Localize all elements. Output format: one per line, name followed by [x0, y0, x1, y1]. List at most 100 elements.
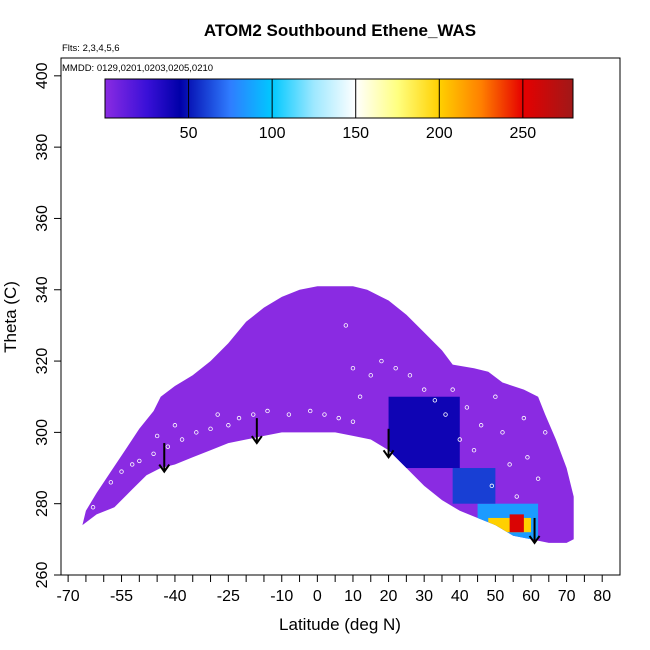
sample-point	[496, 366, 502, 371]
profile-arrow	[382, 428, 395, 460]
y-tick-label: 400	[34, 62, 51, 89]
concentration-patch	[388, 396, 460, 469]
profile-arrow	[158, 443, 171, 474]
sample-point	[251, 412, 256, 417]
concentration-patch	[509, 514, 524, 533]
x-tick-label: 60	[522, 588, 540, 605]
sample-point	[226, 423, 231, 428]
flights-note: Flts: 2,3,4,5,6	[62, 43, 120, 54]
y-tick-label: 360	[34, 205, 51, 232]
x-tick-label: 80	[593, 588, 611, 605]
sample-point	[543, 430, 548, 435]
sample-point	[471, 448, 477, 453]
sample-point	[464, 405, 470, 410]
sample-point	[421, 387, 427, 392]
mmdd-note: MMDD: 0129,0201,0203,0205,0210	[62, 63, 213, 74]
theta-latitude-field	[82, 286, 574, 543]
colorbar-ticks: 50 100 150 200 250	[180, 79, 537, 142]
plot-area	[82, 286, 574, 545]
sample-point	[236, 415, 242, 421]
profile-arrows	[158, 418, 541, 545]
profile-arrow	[251, 418, 263, 445]
sample-point	[500, 430, 505, 435]
colorbar-tick-label: 50	[180, 125, 198, 142]
sample-point	[379, 358, 384, 364]
sample-point	[393, 366, 398, 371]
sample-point	[493, 394, 498, 399]
y-tick-label: 320	[34, 348, 51, 375]
sample-point	[194, 430, 199, 435]
colorbar-gradient	[104, 78, 574, 119]
sample-point	[165, 444, 171, 449]
colorbar-tick-label: 150	[342, 125, 369, 142]
y-tick-label: 260	[34, 562, 51, 589]
sample-point	[322, 412, 327, 417]
sample-point	[514, 494, 519, 499]
sample-point	[357, 394, 363, 399]
x-axis-label: Latitude (deg N)	[279, 615, 401, 634]
x-tick-label: -25	[217, 588, 240, 605]
sample-point	[90, 505, 96, 510]
sample-point	[208, 426, 213, 432]
x-tick-label: 40	[451, 588, 469, 605]
y-axis-label: Theta (C)	[1, 281, 20, 353]
x-tick-label: -55	[110, 588, 133, 605]
sample-point	[151, 451, 156, 456]
x-tick-label: -10	[270, 588, 293, 605]
sample-point	[179, 437, 185, 442]
sample-point	[478, 423, 484, 428]
profile-arrow	[528, 517, 541, 545]
sample-point	[528, 380, 534, 385]
sample-point	[482, 351, 487, 357]
sample-point	[172, 423, 178, 428]
sample-point	[154, 433, 160, 439]
sample-point	[450, 387, 455, 392]
sample-point	[215, 412, 220, 417]
x-tick-label: 20	[380, 588, 398, 605]
x-tick-label: -40	[163, 588, 186, 605]
y-tick-label: 380	[34, 134, 51, 161]
y-tick-label: 280	[34, 490, 51, 517]
colorbar-tick-label: 100	[259, 125, 286, 142]
sample-point	[510, 373, 516, 378]
sample-point	[407, 373, 413, 378]
x-tick-label: 0	[313, 588, 322, 605]
x-tick-label: 10	[344, 588, 362, 605]
colorbar: 50 100 150 200 250	[104, 78, 574, 142]
concentration-patches	[388, 396, 539, 540]
concentration-patch	[452, 468, 496, 504]
sample-point	[286, 412, 292, 417]
sample-point	[535, 476, 541, 481]
sample-point	[137, 458, 142, 464]
colorbar-tick-label: 250	[510, 125, 537, 142]
x-axis: -70 -55 -40 -25 -10 0 10 20 30 40 50 60 70 80	[57, 575, 611, 605]
sample-point	[343, 323, 349, 328]
sample-point	[521, 415, 527, 421]
sample-point	[108, 480, 114, 485]
x-tick-label: 30	[415, 588, 433, 605]
y-tick-label: 340	[34, 276, 51, 303]
y-axis: 260 280 300 320 340 360 380 400	[34, 62, 61, 588]
sample-point	[336, 415, 341, 421]
sample-point	[368, 373, 373, 378]
x-tick-label: 70	[558, 588, 576, 605]
sample-point	[443, 412, 448, 417]
sample-point	[432, 398, 438, 403]
plot-frame	[60, 57, 621, 576]
sample-point	[119, 469, 124, 474]
y-tick-label: 300	[34, 419, 51, 446]
x-tick-label: -70	[57, 588, 80, 605]
sample-point	[525, 455, 530, 460]
colorbar-tick-label: 200	[426, 125, 453, 142]
x-tick-label: 50	[486, 588, 504, 605]
flight-sample-points	[90, 323, 548, 510]
sample-point	[350, 419, 356, 424]
sample-point	[308, 408, 313, 414]
sample-point	[489, 483, 495, 489]
sample-point	[130, 462, 135, 467]
sample-point	[457, 437, 462, 442]
sample-point	[265, 408, 270, 414]
sample-point	[507, 462, 512, 467]
sample-point	[350, 366, 356, 371]
